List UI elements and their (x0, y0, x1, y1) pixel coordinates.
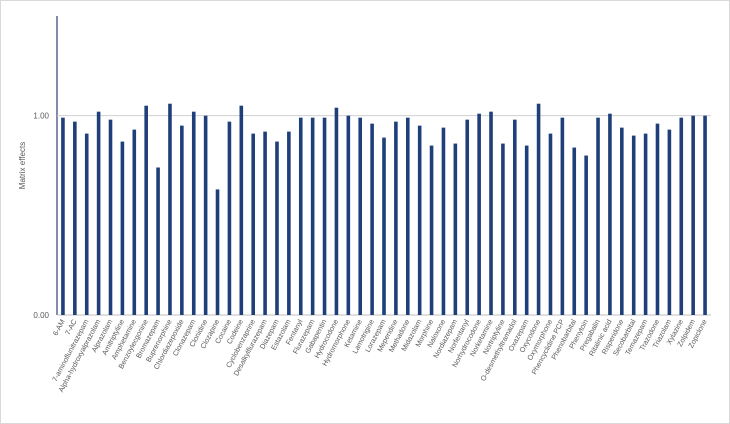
bar (667, 129, 672, 315)
bar (643, 133, 648, 315)
y-axis-title: Matrix effects (18, 142, 27, 189)
bar (180, 125, 184, 315)
bar (703, 115, 707, 316)
bar (572, 147, 577, 315)
bar (429, 145, 434, 315)
bar (489, 111, 493, 316)
bar (453, 143, 458, 315)
category-label: 6-AM (51, 318, 67, 337)
bar (287, 131, 291, 315)
bar (84, 133, 89, 315)
y-tick-labels: 0.00 1.00 (33, 112, 49, 320)
bar (322, 117, 327, 315)
bar (298, 117, 303, 315)
bar (584, 155, 588, 315)
bar (239, 105, 244, 315)
bar (382, 137, 386, 315)
bar (513, 119, 517, 315)
bar (310, 117, 315, 315)
bars (61, 103, 707, 316)
bar (655, 123, 660, 315)
bar (560, 117, 565, 315)
bar (108, 119, 113, 315)
bar (251, 133, 255, 315)
bar (215, 189, 220, 315)
bar (465, 119, 470, 315)
bar (608, 113, 612, 315)
bar (679, 117, 684, 315)
bar (536, 103, 541, 315)
bar (596, 117, 600, 315)
bar (394, 121, 398, 315)
bar (524, 145, 529, 315)
bar (227, 121, 232, 315)
bar (156, 167, 160, 315)
bar (334, 107, 339, 316)
bar (263, 131, 267, 315)
bar (132, 129, 137, 315)
bar (73, 121, 77, 315)
bar (120, 141, 125, 315)
bar (441, 127, 446, 315)
bar (61, 117, 65, 315)
bar (346, 115, 351, 316)
bar (191, 111, 196, 316)
bar (477, 113, 481, 315)
category-labels: 6-AM7-AC7-aminoflunitrazepamAlpha-hydrox… (50, 317, 709, 393)
bar (144, 105, 148, 315)
bar (168, 103, 172, 315)
bar (620, 127, 624, 315)
bar (691, 115, 695, 316)
bar (275, 141, 279, 315)
bar (370, 123, 374, 315)
bar (358, 117, 363, 315)
y-tick-label: 1.00 (33, 112, 49, 121)
bar (203, 115, 208, 316)
y-tick-label: 0.00 (33, 311, 49, 320)
bar (501, 143, 505, 315)
bar (405, 117, 410, 315)
bar (548, 133, 553, 315)
bar (631, 135, 636, 315)
bar (417, 125, 422, 315)
bar (96, 111, 101, 316)
